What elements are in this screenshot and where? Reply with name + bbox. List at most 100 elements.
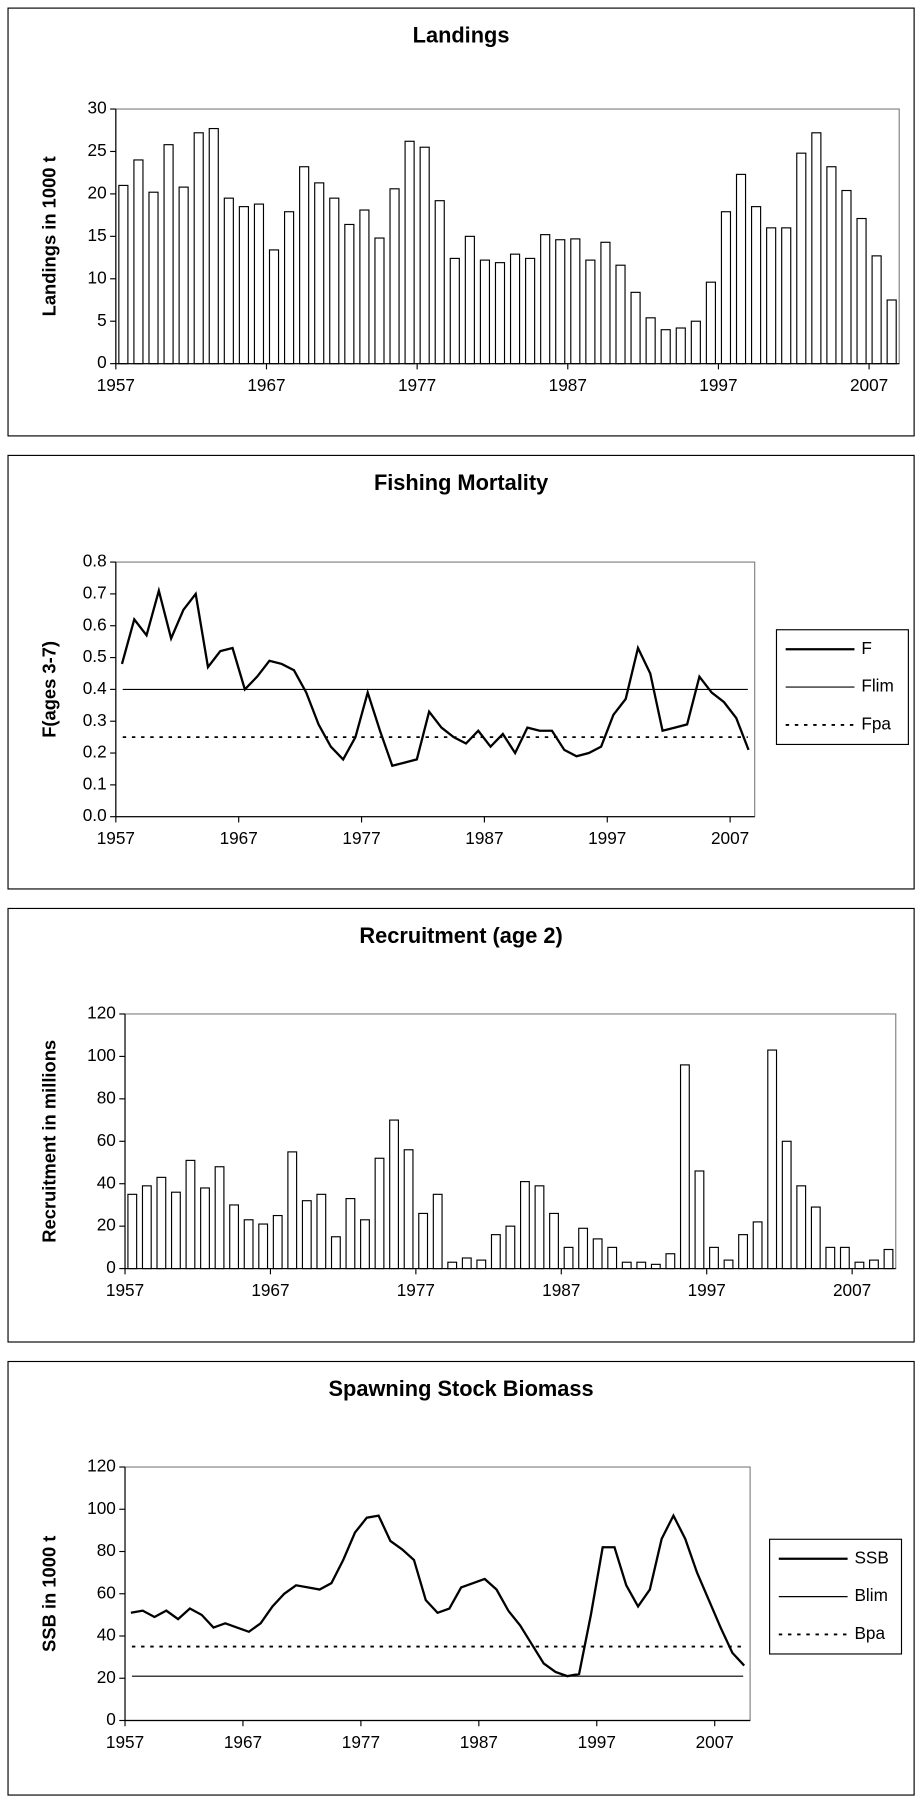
y-tick-label: 15 — [88, 225, 107, 245]
bar — [767, 1049, 778, 1270]
bar — [127, 1193, 138, 1270]
bar — [214, 1166, 225, 1270]
x-tick-label: 1967 — [251, 1280, 289, 1300]
bar — [464, 235, 475, 365]
bar — [299, 166, 310, 365]
y-tick-label: 20 — [97, 1667, 116, 1687]
bar — [434, 200, 445, 365]
bar — [796, 1185, 807, 1270]
y-tick-label: 0 — [106, 1709, 116, 1729]
bar — [570, 238, 581, 365]
x-tick-label: 1997 — [688, 1280, 726, 1300]
bar — [825, 1246, 836, 1270]
x-tick-label: 1957 — [106, 1280, 144, 1300]
bar — [607, 1246, 618, 1270]
y-tick-label: 30 — [88, 98, 107, 118]
bar — [283, 211, 295, 365]
y-tick-label: 0 — [97, 352, 107, 372]
x-tick-label: 1977 — [397, 1280, 435, 1300]
bar — [630, 291, 641, 365]
x-tick-label: 1977 — [342, 828, 380, 848]
x-tick-label: 1997 — [588, 828, 626, 848]
bar — [811, 132, 822, 365]
bar — [238, 206, 249, 365]
bar — [329, 197, 340, 365]
bar — [345, 1198, 356, 1270]
x-tick-label: 2007 — [850, 375, 888, 395]
bar — [720, 211, 732, 365]
bar — [841, 189, 852, 365]
y-tick-label: 0.6 — [83, 614, 107, 634]
bar — [287, 1151, 298, 1270]
bar — [330, 1236, 341, 1270]
bar — [374, 237, 385, 365]
chart-title: Fishing Mortality — [374, 470, 548, 495]
y-tick-label: 0 — [106, 1257, 116, 1277]
x-tick-label: 1977 — [342, 1732, 380, 1752]
bar — [549, 1212, 559, 1270]
y-tick-label: 0.0 — [83, 805, 107, 825]
y-tick-label: 80 — [97, 1540, 116, 1560]
bar — [316, 1193, 327, 1270]
bar — [432, 1193, 443, 1270]
bar — [621, 1261, 632, 1270]
bar — [525, 257, 536, 365]
bar — [751, 206, 762, 365]
y-tick-label: 5 — [97, 310, 107, 330]
bar — [185, 1159, 196, 1270]
legend-label: SSB — [854, 1547, 888, 1567]
bar — [490, 1234, 501, 1270]
x-tick-label: 1997 — [578, 1732, 616, 1752]
bar — [690, 320, 701, 365]
x-tick-label: 2007 — [696, 1732, 734, 1752]
bar — [314, 182, 325, 365]
bar — [494, 262, 506, 365]
y-tick-label: 80 — [97, 1087, 116, 1107]
bar — [752, 1221, 763, 1270]
x-tick-label: 1967 — [247, 375, 285, 395]
bar — [141, 1185, 152, 1270]
x-tick-label: 1957 — [106, 1732, 144, 1752]
y-tick-label: 40 — [97, 1172, 116, 1192]
panel — [7, 1360, 915, 1796]
legend-label: Blim — [854, 1585, 887, 1605]
y-axis-label: F(ages 3-7) — [38, 641, 59, 738]
y-tick-label: 100 — [87, 1498, 116, 1518]
bar — [636, 1261, 647, 1270]
bar — [272, 1214, 283, 1270]
bar — [826, 166, 837, 365]
x-tick-label: 1957 — [97, 375, 135, 395]
y-tick-label: 0.3 — [83, 710, 107, 730]
bar — [476, 1259, 487, 1270]
chart-title: Landings — [413, 23, 510, 48]
bar — [735, 173, 747, 365]
x-tick-label: 2007 — [833, 1280, 871, 1300]
bar — [268, 249, 280, 365]
bar — [404, 140, 415, 365]
x-tick-label: 1957 — [97, 828, 135, 848]
x-tick-label: 1967 — [224, 1732, 262, 1752]
y-tick-label: 60 — [97, 1130, 116, 1150]
bar — [615, 264, 626, 365]
y-tick-label: 0.2 — [83, 742, 107, 762]
y-tick-label: 10 — [88, 267, 107, 287]
bar — [675, 327, 686, 365]
bar — [253, 203, 265, 365]
bar — [519, 1181, 530, 1270]
y-tick-label: 120 — [87, 1456, 116, 1476]
bar — [344, 223, 355, 365]
bar — [389, 1119, 399, 1270]
chart-title: Recruitment (age 2) — [359, 923, 562, 948]
bar — [419, 146, 430, 365]
bar — [223, 197, 234, 365]
bar — [170, 1191, 181, 1270]
bar — [869, 1259, 879, 1270]
bar — [156, 1176, 167, 1270]
bar — [709, 1246, 719, 1270]
bar — [374, 1157, 385, 1270]
bar — [118, 184, 129, 365]
x-tick-label: 1987 — [465, 828, 503, 848]
legend-label: Flim — [861, 676, 893, 696]
